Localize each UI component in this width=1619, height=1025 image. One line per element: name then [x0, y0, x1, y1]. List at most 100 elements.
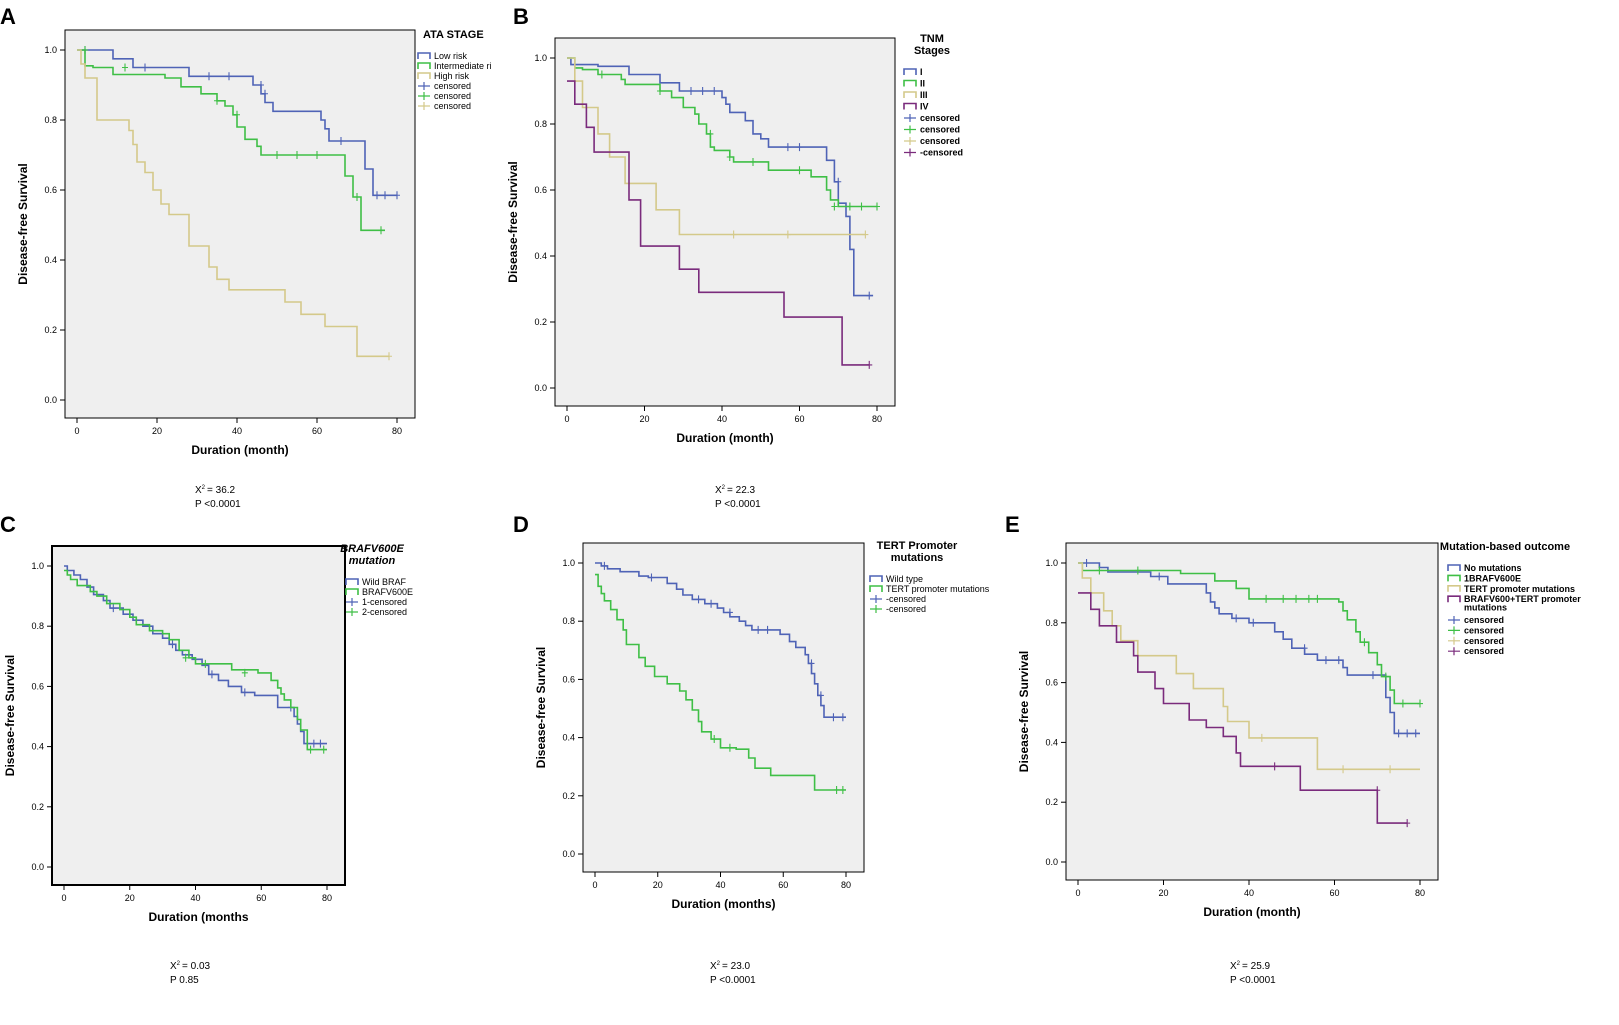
chi-symbol: X	[715, 485, 722, 496]
legend-label: High risk	[434, 71, 470, 81]
legend-label: Wild BRAF	[362, 577, 407, 587]
chi-superscript: 2	[202, 485, 206, 491]
censor-mark	[831, 202, 838, 211]
x-tick-label: 0	[61, 893, 66, 903]
censor-mark	[874, 202, 880, 211]
chi-square-text: X2 = 22.3	[715, 485, 756, 496]
legend-swatch	[1447, 595, 1461, 603]
chi-value: = 25.9	[1242, 961, 1271, 972]
chi-symbol: X	[710, 961, 717, 972]
censor-mark	[835, 177, 842, 186]
y-tick-label: 0.6	[534, 185, 547, 195]
censor-mark	[784, 143, 791, 152]
survival-curve-1	[567, 57, 874, 297]
censor-mark	[708, 599, 715, 608]
censor-mark	[1258, 733, 1265, 742]
censor-mark	[730, 230, 737, 239]
x-tick-label: 40	[190, 893, 200, 903]
survival-curve-3	[77, 49, 389, 358]
x-tick-label: 80	[392, 426, 402, 436]
legend-label: TERT promoter mutations	[1464, 584, 1575, 594]
chi-value: = 0.03	[182, 961, 211, 972]
legend-label: IV	[920, 102, 929, 112]
censor-mark	[382, 191, 388, 200]
censor-mark	[755, 625, 762, 634]
survival-curve-4	[1078, 592, 1408, 824]
legend-swatch	[904, 125, 916, 134]
y-tick-label: 0.2	[1045, 797, 1058, 807]
legend-title: mutations	[891, 552, 944, 564]
y-tick-label: 0.2	[562, 791, 575, 801]
legend-label: censored	[434, 101, 471, 111]
panel-e: E 0.0 0.2 0.4 0.6 0.8 1.0 0 20 40 60 80 Duration (mo…	[1005, 512, 1581, 986]
legend-label: censored	[920, 113, 960, 123]
y-tick-label: 1.0	[44, 45, 57, 55]
y-tick-label: 0.6	[562, 674, 575, 684]
censor-mark	[1271, 762, 1278, 771]
censor-mark	[310, 739, 317, 748]
plot-area	[554, 37, 896, 407]
legend-label: BRAFV600E	[362, 587, 413, 597]
y-axis-label: Disease-free Survival	[16, 163, 30, 284]
plot-area	[1065, 542, 1439, 881]
x-tick-label: 20	[653, 880, 663, 890]
censor-mark	[110, 604, 117, 613]
censor-mark	[699, 87, 706, 95]
legend-swatch	[345, 588, 359, 595]
censor-mark	[182, 653, 189, 662]
censor-mark	[846, 202, 853, 211]
x-axis-label: Duration (months	[149, 910, 249, 924]
legend-label: Intermediate ri	[434, 61, 492, 71]
x-tick-label: 0	[1075, 888, 1080, 898]
y-tick-label: 0.4	[562, 733, 575, 743]
y-tick-label: 0.4	[534, 251, 547, 261]
legend-swatch	[1448, 647, 1460, 656]
censor-mark	[711, 735, 718, 744]
legend-swatch	[903, 102, 917, 110]
x-tick-label: 40	[717, 414, 727, 424]
y-tick-label: 0.8	[44, 115, 57, 125]
legend-title: TERT Promoter	[877, 540, 958, 552]
legend-swatch	[1447, 564, 1461, 571]
legend-swatch	[903, 79, 917, 87]
censor-mark	[1404, 819, 1411, 828]
panel-d: D 0.0 0.2 0.4 0.6 0.8 1.0 0 20 40 60 80 Duration (mo…	[513, 512, 990, 986]
censor-mark	[726, 743, 733, 752]
legend-swatch	[1448, 626, 1460, 635]
survival-curve-1	[1078, 562, 1420, 735]
censor-mark	[258, 81, 264, 89]
censor-mark	[830, 713, 837, 722]
censor-mark	[1250, 618, 1257, 627]
survival-curve-1	[64, 565, 327, 745]
y-tick-label: 1.0	[562, 558, 575, 568]
censor-mark	[1399, 699, 1406, 708]
censor-mark	[320, 745, 327, 754]
panel-letter: A	[0, 4, 16, 29]
censor-mark	[274, 151, 280, 159]
legend-swatch	[869, 575, 883, 582]
chi-square-text: X2 = 0.03	[170, 961, 211, 972]
survival-curve-2	[64, 569, 327, 751]
censor-mark	[1293, 594, 1300, 603]
censor-mark	[1340, 765, 1347, 774]
censor-mark	[394, 191, 400, 200]
censor-mark	[208, 670, 215, 679]
p-value-text: P <0.0001	[715, 499, 761, 510]
legend-label: 1-censored	[362, 597, 407, 607]
panel-letter: E	[1005, 512, 1020, 537]
x-tick-label: 80	[322, 893, 332, 903]
censor-mark	[1083, 559, 1090, 567]
chi-superscript: 2	[717, 961, 721, 967]
y-tick-label: 0.8	[562, 616, 575, 626]
legend-title: mutation	[349, 555, 396, 567]
censor-mark	[750, 157, 756, 166]
censor-mark	[1305, 594, 1312, 603]
censor-mark	[241, 688, 248, 697]
censor-mark	[241, 668, 248, 677]
censor-mark	[839, 713, 846, 722]
legend-label: 2-censored	[362, 607, 407, 617]
x-tick-label: 60	[778, 880, 788, 890]
legend-label: censored	[1464, 636, 1504, 646]
y-axis-label: Disease-free Survival	[3, 655, 17, 776]
survival-curve-2	[1078, 562, 1420, 705]
